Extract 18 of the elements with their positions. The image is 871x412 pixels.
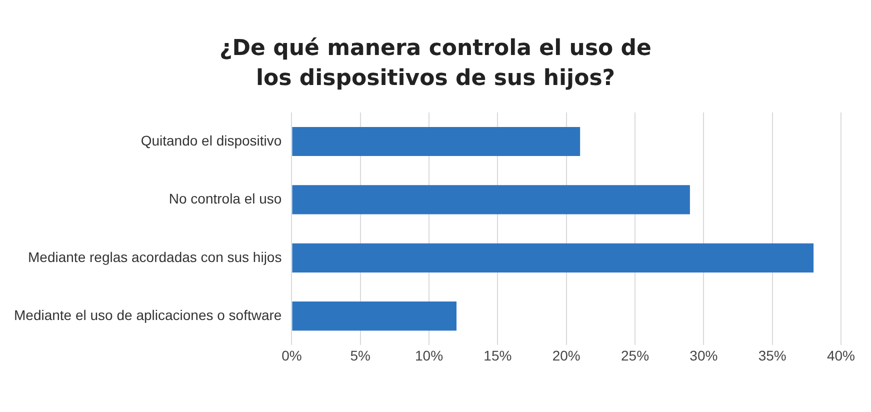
x-tick-label: 15% [484,347,512,364]
chart-title: ¿De qué manera controla el uso de los dispositivos de sus hijos? [218,35,652,93]
x-tick-label: 30% [690,347,718,364]
bar [292,243,814,272]
y-tick-label: Mediante el uso de aplicaciones o software [14,306,282,323]
x-tick-label: 25% [621,347,650,364]
x-tick-label: 20% [552,347,580,364]
bar [292,126,580,156]
bar [292,302,456,331]
bar [292,185,690,214]
y-tick-label: Quitando el dispositivo [140,132,282,148]
x-tick-label: 5% [350,347,370,364]
x-tick-label: 0% [282,347,302,364]
y-tick-label: Mediante reglas acordadas con sus hijos [28,248,282,265]
x-tick-label: 35% [758,347,786,364]
x-tick-label: 40% [826,347,856,364]
x-tick-label: 10% [415,347,444,364]
y-tick-label: No controla el uso [168,190,282,207]
